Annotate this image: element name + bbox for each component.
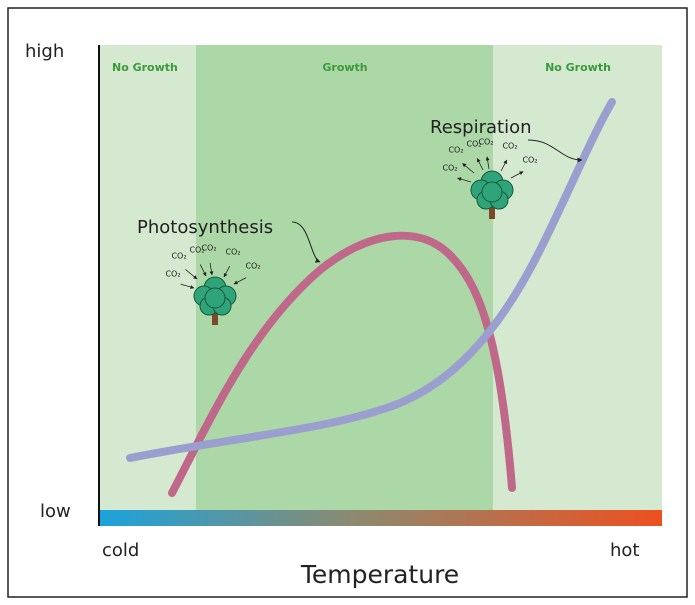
gas-arrow (223, 265, 231, 278)
gas-arrow (199, 264, 207, 277)
gas-arrow (185, 269, 198, 280)
zone-label: No Growth (112, 61, 178, 74)
gas-label: CO₂ (201, 244, 216, 253)
gas-label: CO₂ (442, 164, 457, 173)
gas-arrow (209, 262, 214, 276)
gas-label: CO₂ (165, 270, 180, 279)
gas-arrow (500, 159, 508, 172)
gas-arrow (180, 283, 195, 289)
label-arrow (291, 221, 321, 263)
gas-arrow (510, 171, 524, 179)
tree-trunk (489, 197, 495, 219)
tree-crown (204, 287, 226, 309)
gas-label: CO₂ (522, 156, 537, 165)
zone-label: No Growth (545, 61, 611, 74)
gas-label: CO₂ (448, 146, 463, 155)
gas-arrow (457, 177, 472, 183)
gas-arrow (476, 158, 484, 171)
gas-label: CO₂ (225, 248, 240, 257)
gas-label: CO₂ (171, 252, 186, 261)
y-high-label: high (25, 41, 64, 62)
curve-label: Respiration (430, 117, 532, 138)
respiration-curve (126, 98, 616, 462)
tree-crown (481, 181, 503, 203)
tree-trunk (212, 303, 218, 325)
gas-label: CO₂ (466, 140, 481, 149)
gas-label: CO₂ (502, 142, 517, 151)
x-hot-label: hot (610, 540, 639, 561)
zone-cold (99, 45, 196, 510)
zone-label: Growth (322, 61, 367, 74)
gas-label: CO₂ (245, 262, 260, 271)
gas-label: CO₂ (478, 138, 493, 147)
gas-arrow (485, 156, 490, 170)
gas-arrow (462, 163, 475, 174)
x-axis-title: Temperature (300, 560, 459, 589)
y-low-label: low (40, 501, 71, 522)
temperature-bar (99, 510, 662, 526)
gas-arrow (233, 277, 247, 285)
label-arrow (527, 139, 583, 163)
gas-label: CO₂ (189, 246, 204, 255)
zone-hot (493, 45, 662, 510)
curve-label: Photosynthesis (137, 217, 273, 238)
x-cold-label: cold (102, 540, 139, 561)
